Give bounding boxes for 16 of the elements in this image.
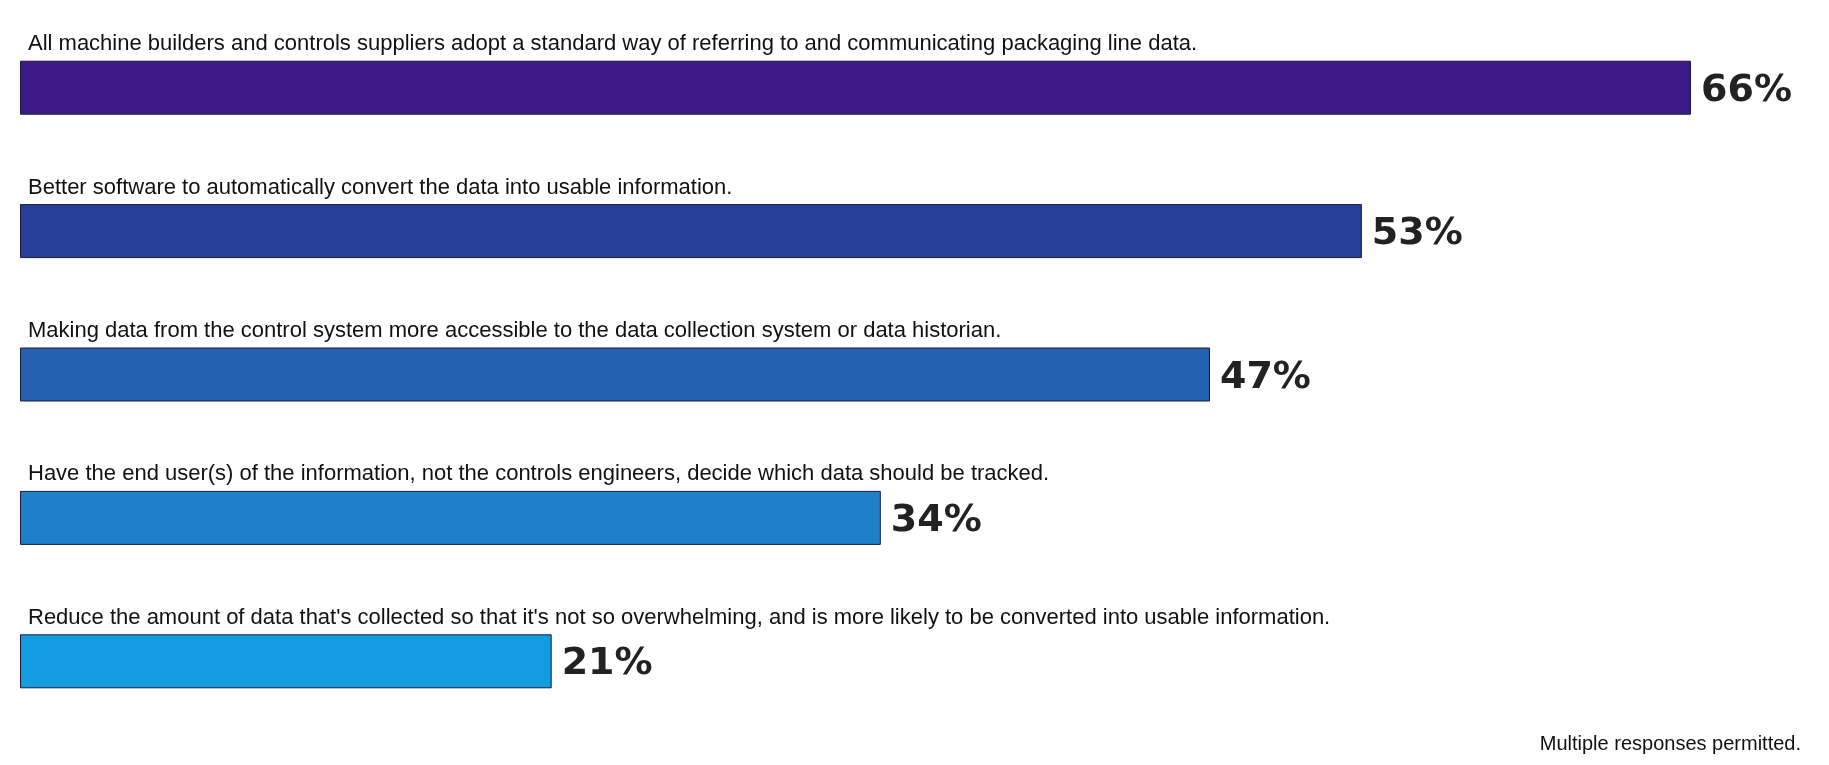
y-tick-label: All machine builders and controls suppliers adopt a standard way of referring to and communicating packaging line data.	[28, 30, 1198, 56]
bar	[20, 634, 552, 689]
y-tick-label: Have the end user(s) of the information, not the controls engineers, decide which data should be tracked.	[28, 460, 1050, 486]
y-tick-label: Making data from the control system more accessible to the data collection system or data historian.	[28, 317, 1002, 342]
y-tick-label: Reduce the amount of data that's collected so that it's not so overwhelming, and is more likely to be converted into usable information.	[28, 603, 1331, 629]
data-label: 53%	[1371, 209, 1463, 254]
bar	[20, 60, 1691, 115]
y-tick-label: Better software to automatically convert the data into usable information.	[28, 173, 733, 199]
data-label: 47%	[1219, 352, 1311, 397]
text: Multiple responses permitted.	[1539, 732, 1801, 754]
bar	[20, 204, 1362, 259]
bar	[20, 490, 881, 545]
data-label: 66%	[1701, 65, 1792, 110]
data-label: 34%	[890, 495, 982, 540]
data-label: 21%	[561, 639, 653, 684]
bar	[20, 347, 1210, 402]
